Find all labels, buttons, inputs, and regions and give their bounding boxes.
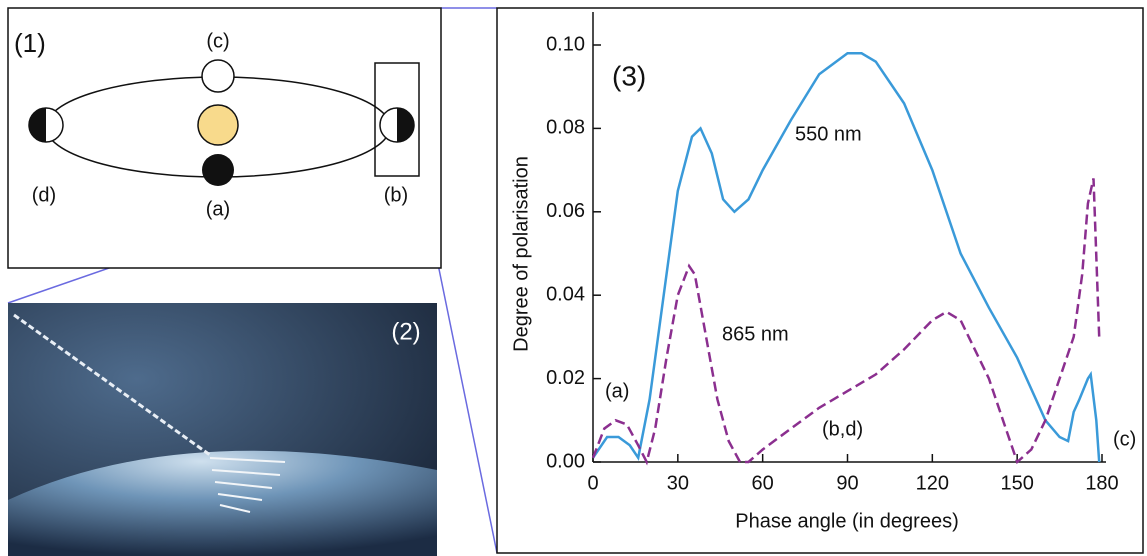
annotation: (c) xyxy=(1113,428,1136,450)
phase-label: (a) xyxy=(206,198,230,220)
planet-shade xyxy=(397,108,414,142)
chart-title: (3) xyxy=(612,60,646,91)
planet xyxy=(201,59,235,93)
series-label: 550 nm xyxy=(795,123,862,145)
x-tick-label: 0 xyxy=(587,472,598,494)
x-tick-label: 60 xyxy=(752,472,774,494)
illustration: (2) xyxy=(8,303,437,556)
series-line xyxy=(591,178,1101,466)
annotation: (b,d) xyxy=(822,418,863,440)
phase-label: (c) xyxy=(206,30,229,52)
x-tick-label: 120 xyxy=(916,472,949,494)
annotation: (a) xyxy=(605,380,629,402)
phase-label: (d) xyxy=(32,184,56,206)
y-tick-label: 0.08 xyxy=(546,117,585,139)
y-axis-label: Degree of polarisation xyxy=(510,156,532,352)
zoom-box xyxy=(374,62,420,177)
planet-shade xyxy=(29,108,46,142)
chart: (3) Phase angle (in degrees) Degree of p… xyxy=(510,12,1136,532)
planet xyxy=(202,154,234,186)
x-axis-label: Phase angle (in degrees) xyxy=(735,510,958,532)
series-line xyxy=(591,52,1101,463)
y-tick-label: 0.00 xyxy=(546,450,585,472)
x-tick-label: 30 xyxy=(667,472,689,494)
x-tick-label: 150 xyxy=(1000,472,1033,494)
y-tick-label: 0.06 xyxy=(546,200,585,222)
panel-frame xyxy=(496,7,1144,554)
reflected-light xyxy=(209,457,286,513)
x-tick-label: 90 xyxy=(836,472,858,494)
star xyxy=(197,104,239,146)
series-label: 865 nm xyxy=(722,323,789,345)
light-ray xyxy=(13,313,211,457)
y-tick-label: 0.10 xyxy=(546,33,585,55)
panel-label: (2) xyxy=(391,318,420,345)
panel-label: (1) xyxy=(14,28,46,58)
orbit-diagram: (1) (c) (d) (a) (b) xyxy=(7,7,442,269)
planet-surface xyxy=(8,450,437,556)
x-tick-label: 180 xyxy=(1085,472,1118,494)
phase-label: (b) xyxy=(384,184,408,206)
y-tick-label: 0.02 xyxy=(546,367,585,389)
y-tick-label: 0.04 xyxy=(546,283,585,305)
